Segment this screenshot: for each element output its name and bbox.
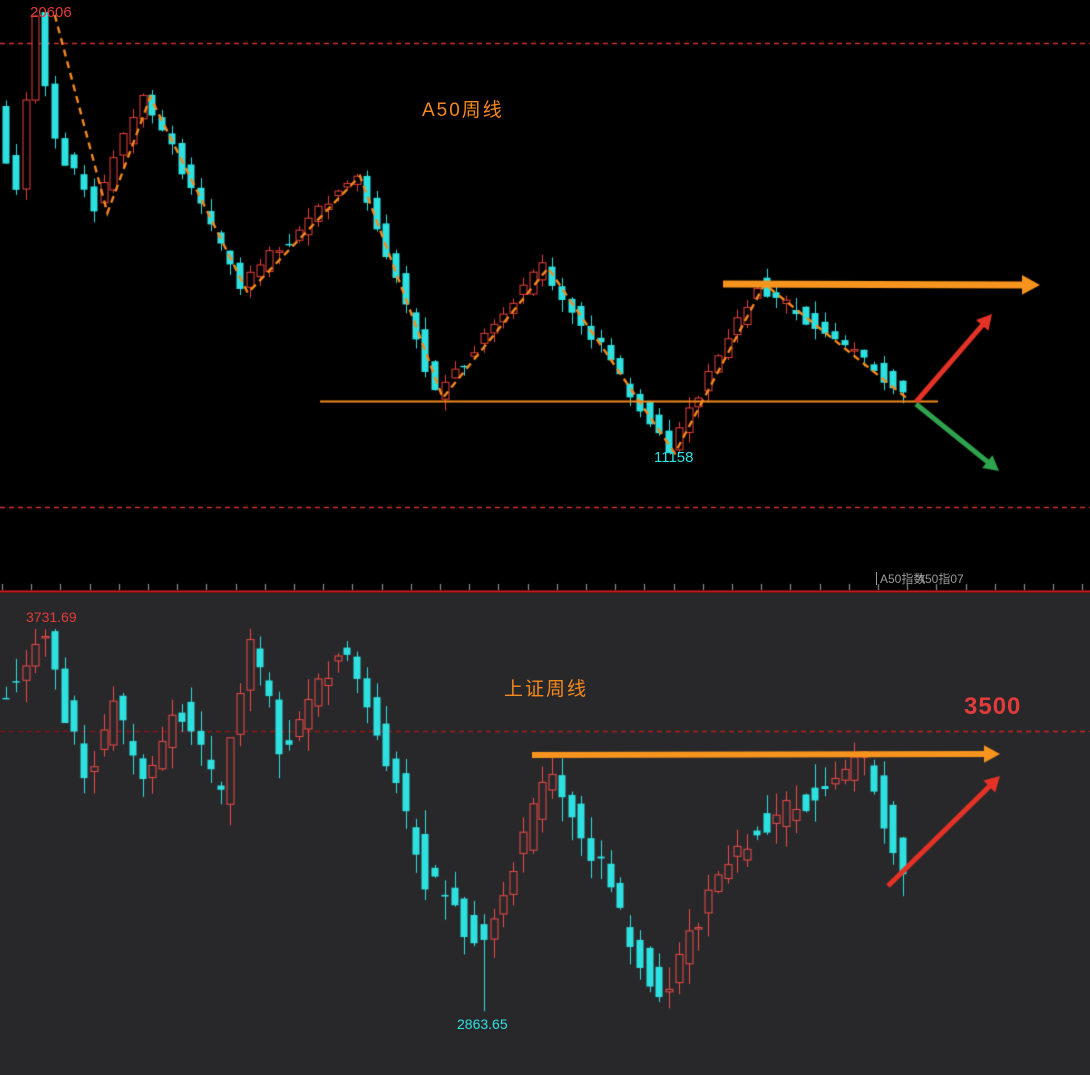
a50-chart-title: A50周线 [422,100,504,121]
a50-low-price-label: 11158 [654,449,694,466]
shanghai-weekly-pane[interactable]: 3731.69 上证周线 3500 2863.65 [0,593,1090,1075]
a50-candlestick-canvas[interactable] [0,0,1090,593]
shanghai-high-price-label: 3731.69 [26,609,77,625]
instrument-name-label: A50指数 [880,572,926,586]
a50-weekly-pane[interactable]: 20606 A50周线 11158 A50指数 A50指07 [0,0,1090,593]
a50-high-price-label: 20606 [30,4,72,21]
shanghai-candlestick-canvas[interactable] [0,593,1090,1075]
axis-cursor-tick [876,572,877,585]
resistance-level-label: 3500 [964,693,1022,720]
shanghai-chart-title: 上证周线 [504,679,589,700]
shanghai-low-price-label: 2863.65 [457,1016,508,1032]
instrument-contract-label: A50指07 [917,572,964,586]
